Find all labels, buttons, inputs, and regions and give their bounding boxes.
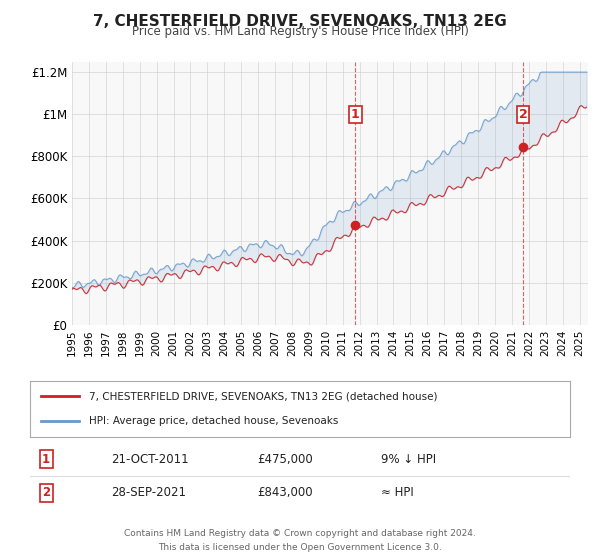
Text: 7, CHESTERFIELD DRIVE, SEVENOAKS, TN13 2EG: 7, CHESTERFIELD DRIVE, SEVENOAKS, TN13 2… <box>93 14 507 29</box>
Text: Price paid vs. HM Land Registry's House Price Index (HPI): Price paid vs. HM Land Registry's House … <box>131 25 469 38</box>
Text: 1: 1 <box>42 452 50 466</box>
Text: 28-SEP-2021: 28-SEP-2021 <box>111 486 186 500</box>
Text: 9% ↓ HPI: 9% ↓ HPI <box>381 452 436 466</box>
Text: HPI: Average price, detached house, Sevenoaks: HPI: Average price, detached house, Seve… <box>89 416 339 426</box>
Text: £475,000: £475,000 <box>257 452 313 466</box>
Text: 2: 2 <box>42 486 50 500</box>
Text: 2: 2 <box>519 108 527 121</box>
Text: Contains HM Land Registry data © Crown copyright and database right 2024.: Contains HM Land Registry data © Crown c… <box>124 529 476 538</box>
Text: 7, CHESTERFIELD DRIVE, SEVENOAKS, TN13 2EG (detached house): 7, CHESTERFIELD DRIVE, SEVENOAKS, TN13 2… <box>89 391 438 402</box>
Text: ≈ HPI: ≈ HPI <box>381 486 414 500</box>
Text: This data is licensed under the Open Government Licence 3.0.: This data is licensed under the Open Gov… <box>158 543 442 552</box>
Text: 1: 1 <box>351 108 360 121</box>
Text: £843,000: £843,000 <box>257 486 313 500</box>
Text: 21-OCT-2011: 21-OCT-2011 <box>111 452 188 466</box>
